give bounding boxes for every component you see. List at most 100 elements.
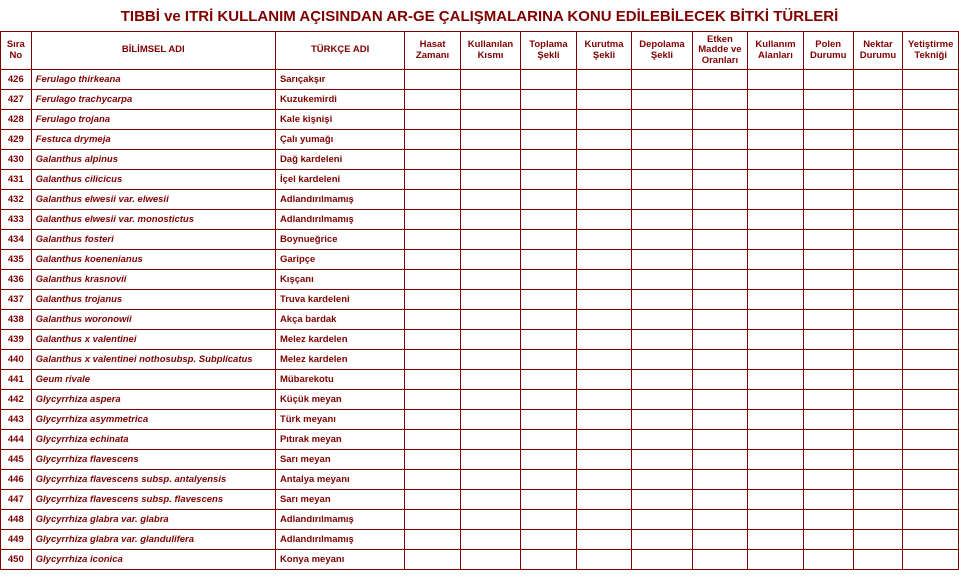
cell-empty (803, 390, 853, 410)
cell-empty (903, 450, 959, 470)
cell-empty (803, 510, 853, 530)
cell-empty (460, 190, 520, 210)
cell-empty (692, 430, 748, 450)
plant-table: Sıra NoBİLİMSEL ADITÜRKÇE ADIHasat Zaman… (0, 31, 959, 570)
cell-empty (803, 310, 853, 330)
cell-turkce-adi: Melez kardelen (275, 350, 404, 370)
cell-bilimsel-adi: Ferulago thirkeana (31, 70, 275, 90)
cell-empty (853, 290, 903, 310)
table-row: 426Ferulago thirkeanaSarıçakşır (1, 70, 959, 90)
cell-empty (748, 310, 804, 330)
cell-empty (692, 390, 748, 410)
cell-empty (903, 230, 959, 250)
cell-empty (853, 310, 903, 330)
cell-bilimsel-adi: Ferulago trachycarpa (31, 90, 275, 110)
cell-turkce-adi: Adlandırılmamış (275, 530, 404, 550)
cell-bilimsel-adi: Glycyrrhiza echinata (31, 430, 275, 450)
cell-empty (903, 390, 959, 410)
cell-empty (853, 90, 903, 110)
cell-empty (853, 410, 903, 430)
cell-empty (803, 450, 853, 470)
cell-empty (632, 350, 692, 370)
cell-bilimsel-adi: Galanthus koenenianus (31, 250, 275, 270)
cell-turkce-adi: Akça bardak (275, 310, 404, 330)
cell-empty (521, 530, 577, 550)
cell-empty (632, 250, 692, 270)
cell-empty (903, 310, 959, 330)
cell-turkce-adi: Türk meyanı (275, 410, 404, 430)
cell-empty (632, 150, 692, 170)
cell-empty (803, 550, 853, 570)
table-row: 443Glycyrrhiza asymmetricaTürk meyanı (1, 410, 959, 430)
cell-sira-no: 434 (1, 230, 32, 250)
cell-sira-no: 428 (1, 110, 32, 130)
cell-sira-no: 447 (1, 490, 32, 510)
cell-empty (460, 530, 520, 550)
cell-turkce-adi: Melez kardelen (275, 330, 404, 350)
cell-empty (460, 370, 520, 390)
table-row: 431Galanthus cilicicusİçel kardeleni (1, 170, 959, 190)
table-row: 437Galanthus trojanusTruva kardeleni (1, 290, 959, 310)
cell-empty (521, 90, 577, 110)
cell-empty (460, 450, 520, 470)
cell-turkce-adi: Antalya meyanı (275, 470, 404, 490)
column-header: Polen Durumu (803, 32, 853, 70)
cell-empty (903, 370, 959, 390)
cell-empty (632, 330, 692, 350)
cell-empty (632, 130, 692, 150)
cell-bilimsel-adi: Galanthus x valentinei nothosubsp. Subpl… (31, 350, 275, 370)
cell-empty (853, 510, 903, 530)
column-header: Kullanılan Kısmı (460, 32, 520, 70)
cell-sira-no: 436 (1, 270, 32, 290)
cell-empty (632, 110, 692, 130)
cell-empty (748, 150, 804, 170)
cell-empty (748, 90, 804, 110)
cell-turkce-adi: İçel kardeleni (275, 170, 404, 190)
cell-empty (460, 110, 520, 130)
cell-empty (632, 310, 692, 330)
cell-empty (521, 170, 577, 190)
cell-empty (576, 470, 632, 490)
cell-turkce-adi: Mübarekotu (275, 370, 404, 390)
cell-empty (748, 130, 804, 150)
cell-empty (576, 390, 632, 410)
cell-empty (748, 430, 804, 450)
cell-empty (803, 210, 853, 230)
cell-empty (521, 550, 577, 570)
cell-empty (460, 510, 520, 530)
cell-empty (521, 350, 577, 370)
cell-empty (521, 410, 577, 430)
cell-empty (521, 210, 577, 230)
cell-bilimsel-adi: Festuca drymeja (31, 130, 275, 150)
cell-empty (803, 470, 853, 490)
cell-bilimsel-adi: Galanthus elwesii var. elwesii (31, 190, 275, 210)
cell-empty (405, 330, 461, 350)
cell-bilimsel-adi: Galanthus fosteri (31, 230, 275, 250)
cell-empty (803, 250, 853, 270)
cell-empty (521, 370, 577, 390)
cell-empty (748, 350, 804, 370)
cell-empty (632, 450, 692, 470)
cell-empty (748, 330, 804, 350)
cell-empty (405, 470, 461, 490)
cell-empty (632, 490, 692, 510)
table-row: 432Galanthus elwesii var. elwesiiAdlandı… (1, 190, 959, 210)
cell-empty (692, 410, 748, 430)
cell-empty (460, 490, 520, 510)
cell-empty (405, 190, 461, 210)
cell-bilimsel-adi: Glycyrrhiza glabra var. glabra (31, 510, 275, 530)
cell-empty (405, 370, 461, 390)
cell-bilimsel-adi: Glycyrrhiza flavescens subsp. flavescens (31, 490, 275, 510)
cell-empty (853, 270, 903, 290)
cell-empty (748, 510, 804, 530)
column-header: BİLİMSEL ADI (31, 32, 275, 70)
cell-empty (405, 270, 461, 290)
column-header: Etken Madde ve Oranları (692, 32, 748, 70)
cell-empty (853, 250, 903, 270)
cell-empty (405, 290, 461, 310)
cell-empty (903, 490, 959, 510)
cell-empty (853, 230, 903, 250)
cell-empty (853, 70, 903, 90)
cell-turkce-adi: Kale kişnişi (275, 110, 404, 130)
cell-bilimsel-adi: Glycyrrhiza aspera (31, 390, 275, 410)
